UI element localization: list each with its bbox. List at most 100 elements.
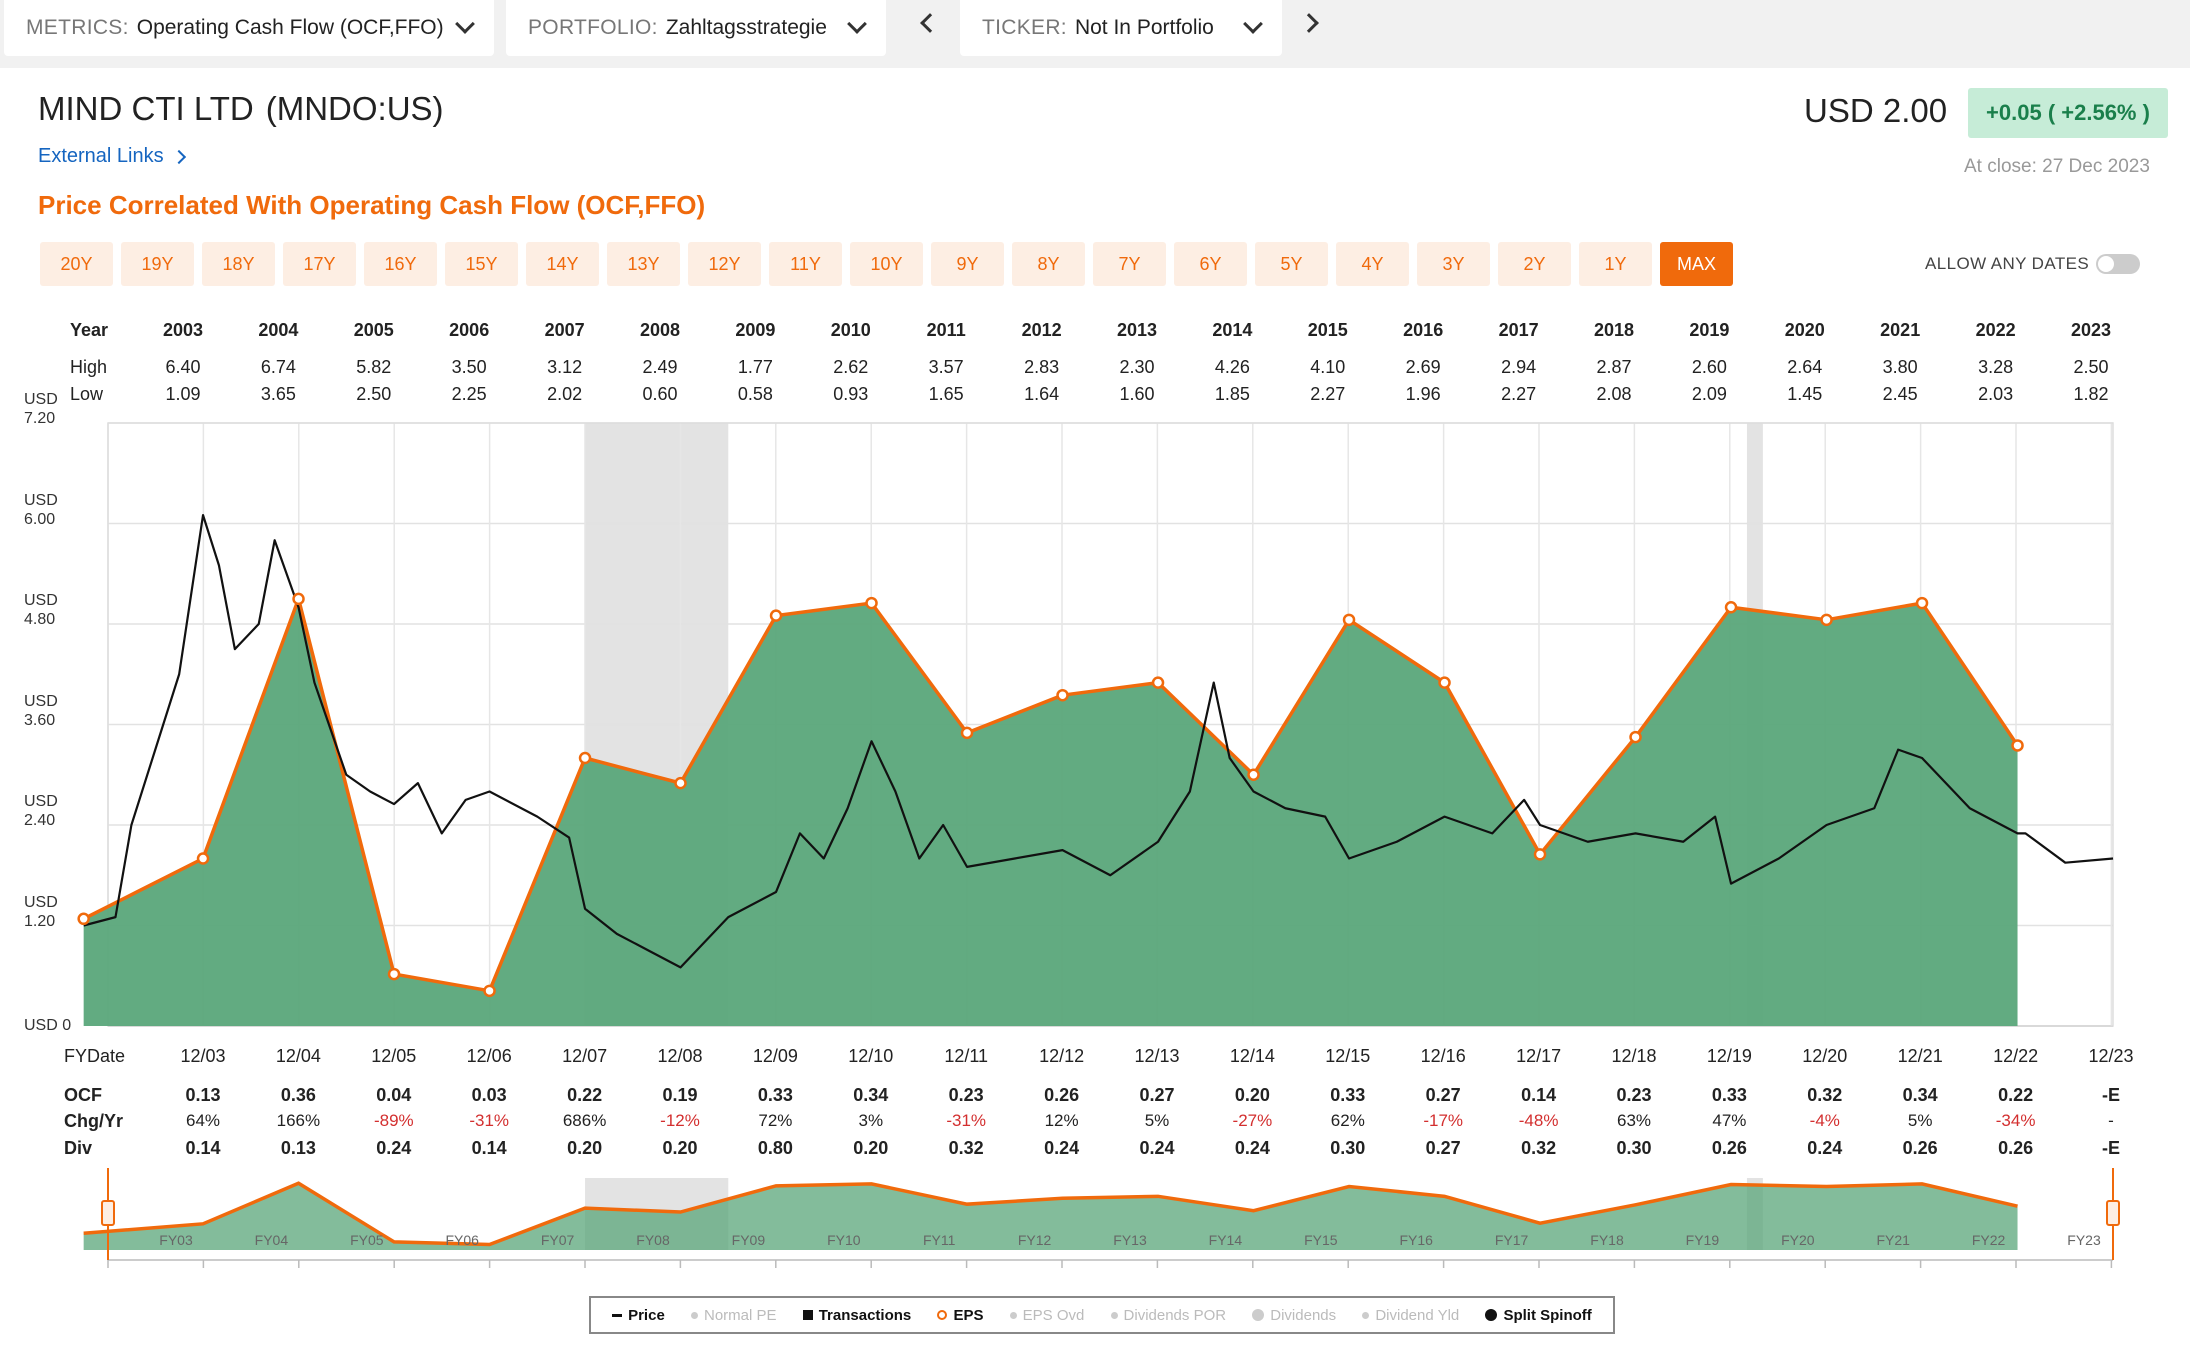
range-button-9y[interactable]: 9Y	[931, 242, 1004, 286]
range-button-6y[interactable]: 6Y	[1174, 242, 1247, 286]
mini-fy-label: FY16	[1399, 1232, 1433, 1248]
navigator-handle-right[interactable]	[2106, 1200, 2120, 1226]
range-button-1y[interactable]: 1Y	[1579, 242, 1652, 286]
fy-change-value: 12%	[1044, 1111, 1079, 1130]
eps-point	[865, 596, 878, 610]
range-button-12y[interactable]: 12Y	[688, 242, 761, 286]
fy-ocf-value: 0.23	[1616, 1085, 1652, 1105]
range-button-4y[interactable]: 4Y	[1336, 242, 1409, 286]
range-button-19y[interactable]: 19Y	[121, 242, 194, 286]
year-low-value: 0.58	[737, 384, 773, 404]
year-low-value: 3.65	[260, 384, 296, 404]
fy-div-value: 0.24	[376, 1138, 412, 1158]
price-change-badge: +0.05 ( +2.56% )	[1968, 88, 2168, 138]
fy-date: 12/08	[657, 1046, 703, 1066]
range-button-11y[interactable]: 11Y	[769, 242, 842, 286]
mini-fy-label: FY13	[1113, 1232, 1147, 1248]
legend-marker-icon	[1110, 1311, 1118, 1319]
fy-date: 12/14	[1229, 1046, 1275, 1066]
fy-change-value: -	[2108, 1111, 2114, 1130]
eps-point	[674, 776, 687, 790]
range-button-18y[interactable]: 18Y	[202, 242, 275, 286]
fy-change-value: -4%	[1809, 1111, 1840, 1130]
legend-item-eps-ovd[interactable]: EPS Ovd	[1009, 1307, 1084, 1324]
year-high-value: 2.94	[1501, 357, 1537, 377]
year-high-value: 2.83	[1024, 357, 1060, 377]
range-button-20y[interactable]: 20Y	[40, 242, 113, 286]
chevron-left-icon[interactable]	[920, 13, 940, 33]
range-button-7y[interactable]: 7Y	[1093, 242, 1166, 286]
mini-fy-label: FY11	[923, 1232, 956, 1248]
year-high-value: 3.80	[1882, 357, 1918, 377]
mini-fy-label: FY08	[636, 1232, 670, 1248]
mini-fy-label: FY07	[541, 1232, 575, 1248]
fy-date: 12/09	[752, 1046, 798, 1066]
allow-any-dates-toggle[interactable]	[2096, 254, 2140, 274]
legend-label: Dividends	[1270, 1306, 1337, 1324]
y-axis-tick-label: USD 6.00	[24, 491, 58, 528]
navigator-handle-left[interactable]	[101, 1200, 115, 1226]
row-label-div: Div	[64, 1138, 93, 1158]
year-low-value: 2.02	[547, 384, 583, 404]
year-header: 2012	[1021, 320, 1062, 340]
range-button-14y[interactable]: 14Y	[526, 242, 599, 286]
year-header: 2010	[830, 320, 871, 340]
range-button-5y[interactable]: 5Y	[1255, 242, 1328, 286]
legend-label: Price	[628, 1306, 665, 1324]
legend-item-dividend-yld[interactable]: Dividend Yld	[1362, 1307, 1459, 1324]
range-button-16y[interactable]: 16Y	[364, 242, 437, 286]
allow-any-dates-label: ALLOW ANY DATES	[1925, 254, 2090, 273]
portfolio-dropdown[interactable]: PORTFOLIO: Zahltagsstrategie	[506, 0, 886, 56]
legend-item-dividends-por[interactable]: Dividends POR	[1110, 1306, 1227, 1324]
range-button-17y[interactable]: 17Y	[283, 242, 356, 286]
mini-fy-label: FY20	[1781, 1232, 1815, 1248]
range-button-8y[interactable]: 8Y	[1012, 242, 1085, 286]
mini-fy-label: FY10	[827, 1232, 861, 1248]
chevron-down-icon	[847, 14, 867, 34]
year-high-value: 1.77	[737, 357, 773, 377]
range-button-13y[interactable]: 13Y	[607, 242, 680, 286]
range-button-max[interactable]: MAX	[1660, 242, 1733, 286]
legend-label: Dividends POR	[1123, 1306, 1227, 1324]
portfolio-value: Zahltagsstrategie	[665, 16, 827, 39]
metrics-dropdown[interactable]: METRICS: Operating Cash Flow (OCF,FFO)	[4, 0, 494, 56]
year-high-value: 2.64	[1787, 357, 1823, 377]
toggle-knob	[2098, 256, 2114, 272]
y-axis-tick-label: USD 2.40	[24, 793, 58, 829]
legend-item-split-spinoff[interactable]: Split Spinoff	[1485, 1307, 1592, 1324]
legend-item-price[interactable]: Price	[612, 1307, 665, 1324]
mini-fy-label: FY09	[732, 1232, 766, 1248]
year-header: 2007	[544, 320, 585, 340]
fy-ocf-value: 0.34	[853, 1085, 889, 1105]
fy-ocf-value: 0.33	[1330, 1085, 1366, 1105]
mini-fy-label: FY12	[1018, 1232, 1052, 1248]
company-ticker: (MNDO:US)	[265, 90, 444, 127]
legend-item-normal-pe[interactable]: Normal PE	[690, 1307, 777, 1324]
y-axis-tick-label: USD 4.80	[24, 592, 58, 628]
chevron-down-icon	[455, 14, 475, 34]
external-links-label: External Links	[38, 145, 164, 167]
year-low-value: 2.25	[451, 384, 487, 404]
range-button-3y[interactable]: 3Y	[1417, 242, 1490, 286]
range-button-2y[interactable]: 2Y	[1498, 242, 1571, 286]
legend-item-dividends[interactable]: Dividends	[1252, 1307, 1336, 1324]
year-high-value: 6.74	[260, 357, 296, 377]
fy-date: 12/04	[275, 1046, 321, 1066]
external-links[interactable]: External Links	[38, 145, 186, 168]
legend-item-eps[interactable]: EPS	[937, 1307, 983, 1324]
mini-fy-label: FY15	[1304, 1232, 1338, 1248]
eps-area	[83, 598, 2018, 1026]
year-high-value: 5.82	[356, 357, 392, 377]
ticker-dropdown[interactable]: TICKER: Not In Portfolio	[960, 0, 1282, 56]
chevron-right-icon[interactable]	[1299, 13, 1319, 33]
y-axis-tick-label: USD 0	[24, 1017, 72, 1034]
eps-point	[1056, 688, 1069, 702]
mini-fy-label: FY05	[350, 1232, 384, 1248]
legend-item-transactions[interactable]: Transactions	[802, 1307, 911, 1324]
fy-div-value: 0.80	[757, 1138, 793, 1158]
year-header: 2015	[1307, 320, 1348, 340]
year-high-value: 2.69	[1405, 357, 1441, 377]
year-high-value: 2.49	[642, 357, 678, 377]
range-button-10y[interactable]: 10Y	[850, 242, 923, 286]
range-button-15y[interactable]: 15Y	[445, 242, 518, 286]
